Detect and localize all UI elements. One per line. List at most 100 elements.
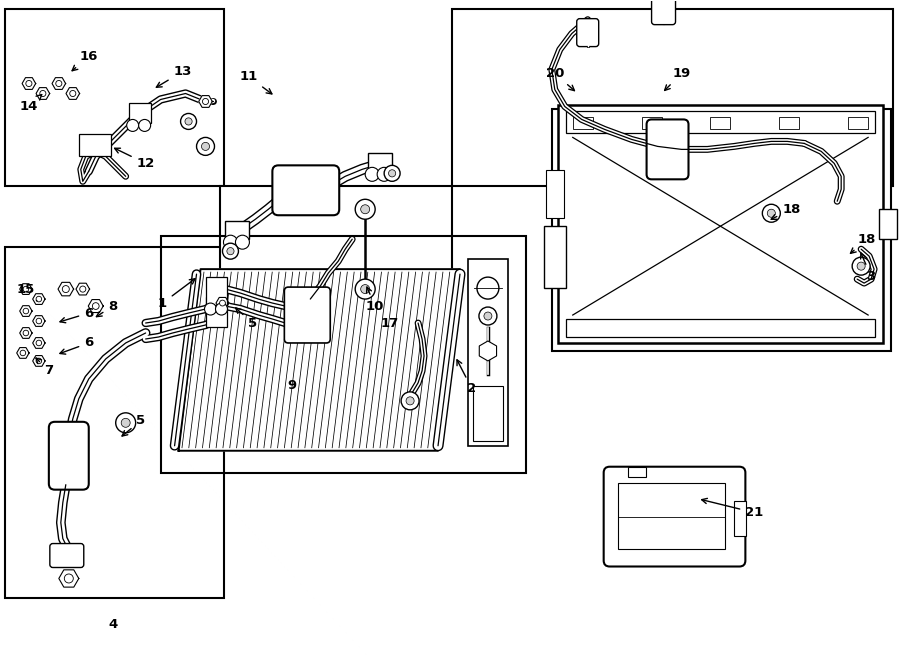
Circle shape <box>56 81 62 87</box>
Circle shape <box>768 209 776 217</box>
FancyBboxPatch shape <box>49 422 89 490</box>
Polygon shape <box>58 282 74 296</box>
Circle shape <box>36 340 41 346</box>
Text: 7: 7 <box>36 358 53 377</box>
Circle shape <box>222 243 239 259</box>
Polygon shape <box>32 293 45 305</box>
Polygon shape <box>199 96 212 107</box>
Circle shape <box>20 350 26 356</box>
Bar <box>368 153 392 171</box>
Text: 15: 15 <box>17 283 37 301</box>
Circle shape <box>204 303 217 315</box>
Circle shape <box>122 418 130 427</box>
Bar <box>710 118 731 130</box>
Text: 19: 19 <box>664 67 690 91</box>
Bar <box>205 277 228 305</box>
Circle shape <box>236 235 249 249</box>
Circle shape <box>69 91 76 97</box>
Bar <box>566 112 875 134</box>
Polygon shape <box>32 356 45 366</box>
Circle shape <box>762 204 780 222</box>
Circle shape <box>36 318 41 324</box>
Text: 10: 10 <box>366 287 384 313</box>
Polygon shape <box>216 297 229 309</box>
Circle shape <box>185 118 192 125</box>
Bar <box>129 104 150 124</box>
Circle shape <box>23 286 29 292</box>
Circle shape <box>93 303 99 309</box>
Bar <box>848 118 868 130</box>
Bar <box>734 500 746 535</box>
Text: 16: 16 <box>72 50 98 71</box>
Bar <box>220 186 452 371</box>
Circle shape <box>377 167 392 181</box>
Text: 21: 21 <box>702 498 763 519</box>
Circle shape <box>227 248 234 254</box>
Polygon shape <box>76 283 90 295</box>
Text: 9: 9 <box>288 379 297 393</box>
Circle shape <box>64 574 73 583</box>
Circle shape <box>23 330 29 336</box>
Polygon shape <box>17 348 29 358</box>
Circle shape <box>389 170 396 177</box>
FancyBboxPatch shape <box>50 543 84 568</box>
Polygon shape <box>20 284 32 294</box>
Bar <box>617 483 725 549</box>
Polygon shape <box>36 88 50 99</box>
Circle shape <box>479 307 497 325</box>
Bar <box>205 297 228 327</box>
Circle shape <box>356 279 375 299</box>
Circle shape <box>36 296 41 302</box>
Text: 12: 12 <box>114 148 155 170</box>
Circle shape <box>361 205 370 214</box>
FancyBboxPatch shape <box>273 165 339 215</box>
Text: 2: 2 <box>457 360 476 395</box>
Circle shape <box>215 303 228 315</box>
Polygon shape <box>178 269 460 451</box>
FancyBboxPatch shape <box>652 0 676 24</box>
Bar <box>627 467 645 477</box>
Text: 11: 11 <box>239 70 272 94</box>
Text: 6: 6 <box>60 307 94 323</box>
Polygon shape <box>32 316 45 327</box>
Polygon shape <box>88 299 104 313</box>
Text: 4: 4 <box>108 618 117 631</box>
Text: 17: 17 <box>381 317 400 330</box>
Bar <box>452 9 893 186</box>
Text: 18: 18 <box>771 203 800 219</box>
Circle shape <box>23 308 29 314</box>
Circle shape <box>365 167 379 181</box>
Text: 13: 13 <box>157 65 192 87</box>
Bar <box>226 221 249 239</box>
Bar <box>642 118 662 130</box>
Circle shape <box>36 358 41 364</box>
Bar <box>572 118 593 130</box>
Polygon shape <box>32 338 45 348</box>
Circle shape <box>477 277 499 299</box>
Circle shape <box>406 397 414 405</box>
Circle shape <box>80 286 86 292</box>
Text: 5: 5 <box>236 308 257 330</box>
Circle shape <box>62 286 69 293</box>
Circle shape <box>356 199 375 219</box>
Bar <box>468 259 508 446</box>
Text: 1: 1 <box>158 279 195 309</box>
Bar <box>879 210 897 239</box>
Circle shape <box>139 120 150 132</box>
Circle shape <box>196 137 214 155</box>
Circle shape <box>116 413 136 433</box>
Text: 6: 6 <box>60 336 94 354</box>
Circle shape <box>40 91 46 97</box>
Bar <box>4 9 224 186</box>
Text: 3: 3 <box>860 253 876 283</box>
Polygon shape <box>22 77 36 89</box>
Circle shape <box>26 81 32 87</box>
Circle shape <box>127 120 139 132</box>
Polygon shape <box>20 305 32 317</box>
Polygon shape <box>66 88 79 99</box>
Bar <box>4 247 224 598</box>
Bar <box>545 171 563 218</box>
Circle shape <box>401 392 419 410</box>
Circle shape <box>202 98 209 104</box>
Circle shape <box>852 257 870 275</box>
